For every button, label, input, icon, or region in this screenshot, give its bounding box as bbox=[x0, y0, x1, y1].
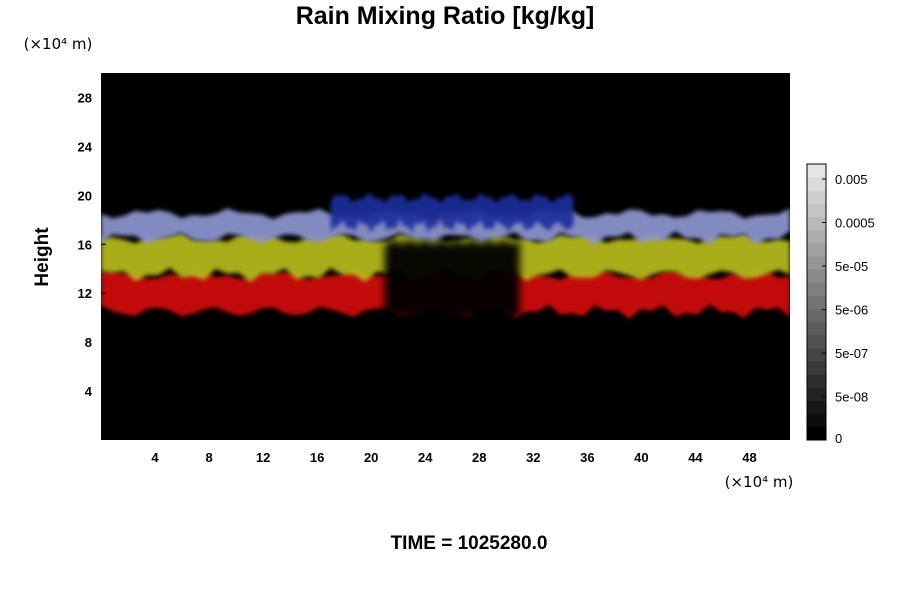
x-tick-label: 28 bbox=[472, 450, 486, 465]
y-tick-label: 20 bbox=[78, 188, 92, 203]
rain-gap bbox=[384, 238, 520, 322]
colorbar-level bbox=[807, 348, 826, 362]
colorbar: 0 5e-08 5e-07 5e-06 5e-05 0.0005 0.005 bbox=[806, 163, 875, 446]
colorbar-frame bbox=[806, 163, 827, 441]
colorbar-level bbox=[807, 256, 826, 270]
colorbar-level bbox=[807, 177, 826, 191]
colorbar-level bbox=[807, 334, 826, 349]
x-tick-label: 24 bbox=[418, 450, 433, 465]
colorbar-tick-label: 5e-05 bbox=[835, 259, 868, 274]
y-axis-label: Height bbox=[32, 227, 53, 287]
colorbar-level bbox=[807, 413, 826, 428]
colorbar-tick-label: 0 bbox=[835, 431, 842, 446]
x-axis-unit: (×10⁴ m) bbox=[725, 473, 794, 491]
colorbar-level bbox=[807, 229, 826, 244]
colorbar-level bbox=[807, 242, 826, 257]
colorbar-tick-label: 5e-07 bbox=[835, 346, 868, 361]
colorbar-level bbox=[807, 426, 826, 441]
colorbar-tick-label: 0.005 bbox=[835, 172, 868, 187]
band-shape bbox=[330, 192, 574, 233]
y-tick-label: 28 bbox=[78, 90, 92, 105]
colorbar-level bbox=[807, 190, 826, 204]
colorbar-level bbox=[807, 295, 826, 309]
chart-title: Rain Mixing Ratio [kg/kg] bbox=[296, 2, 595, 30]
time-label: TIME = 1025280.0 bbox=[391, 533, 548, 554]
y-axis-unit: (×10⁴ m) bbox=[24, 35, 93, 53]
colorbar-level bbox=[807, 387, 826, 401]
x-tick-label: 20 bbox=[364, 450, 378, 465]
colorbar-tick-label: 0.0005 bbox=[835, 216, 875, 231]
colorbar-tick-label: 5e-08 bbox=[835, 390, 868, 405]
x-tick-label: 8 bbox=[205, 450, 212, 465]
band-blue-top bbox=[330, 192, 574, 233]
x-tick-label: 32 bbox=[526, 450, 540, 465]
x-tick-label: 16 bbox=[310, 450, 324, 465]
x-tick-label: 4 bbox=[151, 450, 159, 465]
y-axis: 4 8 12 16 20 24 28 bbox=[78, 90, 106, 399]
colorbar-level bbox=[807, 308, 826, 323]
colorbar-level bbox=[807, 374, 826, 388]
colorbar-level bbox=[807, 361, 826, 375]
y-tick-label: 8 bbox=[85, 335, 92, 350]
x-tick-label: 12 bbox=[256, 450, 270, 465]
y-tick-label: 4 bbox=[85, 384, 93, 399]
colorbar-level bbox=[807, 164, 826, 178]
colorbar-level bbox=[807, 282, 826, 296]
y-tick-label: 12 bbox=[78, 286, 92, 301]
colorbar-level bbox=[807, 203, 826, 217]
colorbar-level bbox=[807, 321, 826, 336]
x-tick-label: 36 bbox=[580, 450, 594, 465]
y-tick-label: 24 bbox=[78, 139, 93, 154]
x-tick-label: 48 bbox=[742, 450, 756, 465]
colorbar-level bbox=[807, 269, 826, 283]
y-tick-label: 16 bbox=[78, 237, 92, 252]
colorbar-tick-label: 5e-06 bbox=[835, 303, 868, 318]
x-tick-label: 40 bbox=[634, 450, 648, 465]
colorbar-level bbox=[807, 400, 826, 415]
colorbar-level bbox=[807, 216, 826, 231]
data-field bbox=[101, 192, 790, 322]
x-tick-label: 44 bbox=[688, 450, 703, 465]
x-axis: 4 8 12 16 20 24 28 32 36 40 44 48 bbox=[151, 435, 757, 465]
